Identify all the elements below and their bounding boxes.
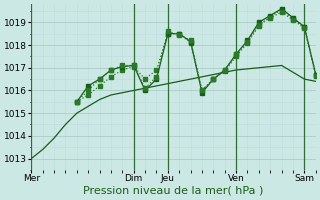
- X-axis label: Pression niveau de la mer( hPa ): Pression niveau de la mer( hPa ): [83, 186, 264, 196]
